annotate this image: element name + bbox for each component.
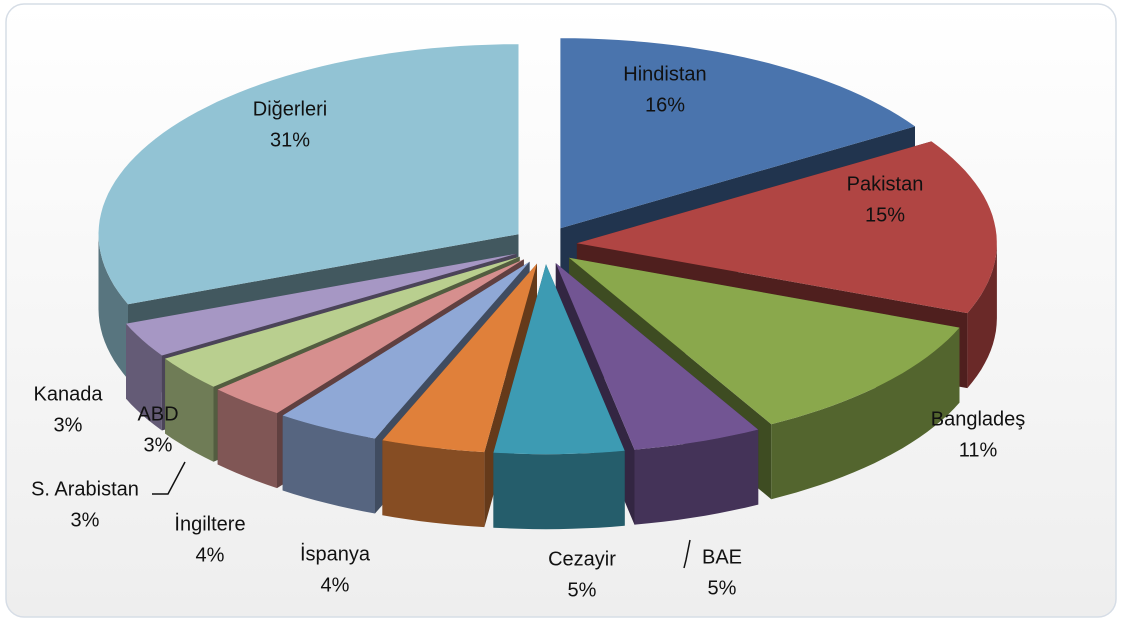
slice	[382, 263, 537, 453]
slice-wall	[126, 323, 162, 431]
slice	[165, 256, 520, 387]
category-label: Diğerleri	[253, 98, 327, 120]
leader-line	[683, 539, 691, 569]
data-label: 31%	[270, 129, 310, 151]
slice	[126, 253, 517, 356]
slice-wall	[382, 440, 485, 528]
data-label: 4%	[196, 544, 225, 566]
slice-wall	[493, 450, 625, 530]
slice	[569, 257, 960, 425]
category-label: İspanya	[300, 542, 371, 565]
slice	[555, 263, 759, 450]
pie	[98, 38, 997, 530]
category-label: ABD	[137, 403, 178, 425]
category-label: Hindistan	[623, 63, 706, 85]
slice-wall	[98, 234, 128, 380]
slice	[282, 261, 530, 439]
labels: Hindistan 16% Pakistan 15% Bangladeş 11% BAE 5%…	[31, 63, 1025, 601]
category-label: Cezayir	[548, 548, 616, 570]
data-label: 4%	[321, 574, 350, 596]
category-label: İngiltere	[174, 512, 245, 535]
slice	[493, 264, 625, 455]
data-label: 3%	[54, 414, 83, 436]
data-label: 11%	[959, 439, 998, 461]
slice	[217, 259, 524, 414]
data-label: 5%	[568, 579, 597, 601]
slice-wall	[634, 429, 759, 525]
slice	[560, 38, 915, 229]
slice-wall	[771, 327, 960, 500]
leader-line	[152, 461, 186, 495]
data-label: 5%	[708, 577, 737, 599]
slice-wall	[282, 415, 375, 514]
slice-wall	[217, 389, 277, 489]
slice-wall	[165, 358, 214, 462]
data-label: 16%	[645, 94, 685, 116]
slice	[98, 44, 519, 305]
data-label: 3%	[71, 509, 100, 531]
category-label: Pakistan	[847, 173, 924, 195]
category-label: BAE	[702, 546, 742, 568]
slice-wall	[967, 243, 997, 389]
category-label: Kanada	[34, 383, 104, 405]
slice	[576, 141, 997, 314]
data-label: 3%	[144, 434, 173, 456]
category-label: S. Arabistan	[31, 478, 139, 500]
category-label: Bangladeş	[931, 408, 1026, 430]
data-label: 15%	[865, 204, 905, 226]
